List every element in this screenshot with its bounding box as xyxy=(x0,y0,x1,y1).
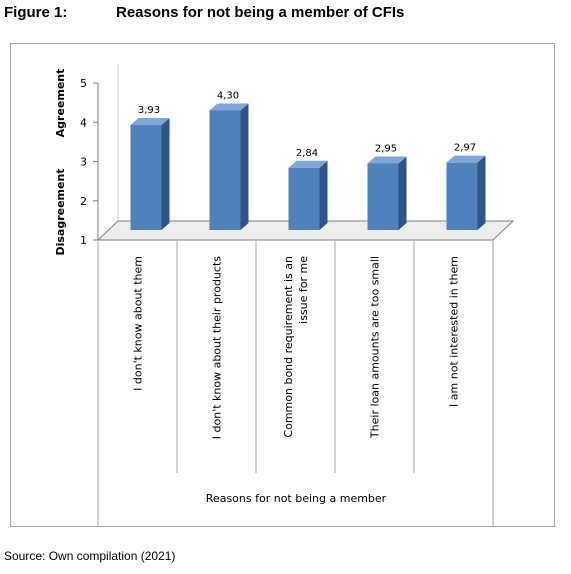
bar-top xyxy=(446,155,486,163)
bar-top xyxy=(130,117,170,125)
bar-side xyxy=(319,160,328,230)
source-note: Source: Own compilation (2021) xyxy=(4,549,176,563)
bar xyxy=(288,167,320,230)
figure-number: Figure 1: xyxy=(4,4,68,21)
bar-top xyxy=(288,160,328,168)
category-label: issue for me xyxy=(297,256,310,324)
y-tick-label: 5 xyxy=(80,77,87,90)
chart-floor xyxy=(96,220,515,241)
y-tick-label: 3 xyxy=(80,156,87,169)
chart-frame xyxy=(10,43,555,527)
y-tick-label: 2 xyxy=(80,195,87,208)
figure-title: Reasons for not being a member of CFIs xyxy=(116,4,405,21)
bar-side xyxy=(240,103,249,230)
y-tick-label: 1 xyxy=(80,234,87,247)
bar-side xyxy=(477,155,486,230)
bar xyxy=(367,163,399,230)
bar-top xyxy=(367,156,407,164)
bar-value-label: 2,84 xyxy=(296,148,318,159)
bar-side xyxy=(398,156,407,230)
category-label: Common bond requirement is an xyxy=(282,256,295,438)
x-axis-label: Reasons for not being a member xyxy=(206,492,387,505)
y-axis-label-top: Agreement xyxy=(54,69,67,138)
bar xyxy=(130,124,162,230)
category-label: I don't know about them xyxy=(132,256,145,391)
category-label: Their loan amounts are too small xyxy=(369,256,382,439)
bar-value-label: 2,97 xyxy=(454,143,476,154)
bar xyxy=(209,110,241,230)
y-tick-label: 4 xyxy=(80,116,87,129)
bar-value-label: 3,93 xyxy=(138,105,160,116)
bar-top xyxy=(209,103,249,111)
category-label: I don't know about their products xyxy=(211,256,224,439)
bar-value-label: 2,95 xyxy=(375,143,397,154)
bar xyxy=(446,162,478,230)
bar-value-label: 4,30 xyxy=(217,90,239,101)
y-axis-label-bottom: Disagreement xyxy=(54,168,67,255)
bar-side xyxy=(161,117,170,230)
category-label: I am not interested in them xyxy=(448,256,461,407)
